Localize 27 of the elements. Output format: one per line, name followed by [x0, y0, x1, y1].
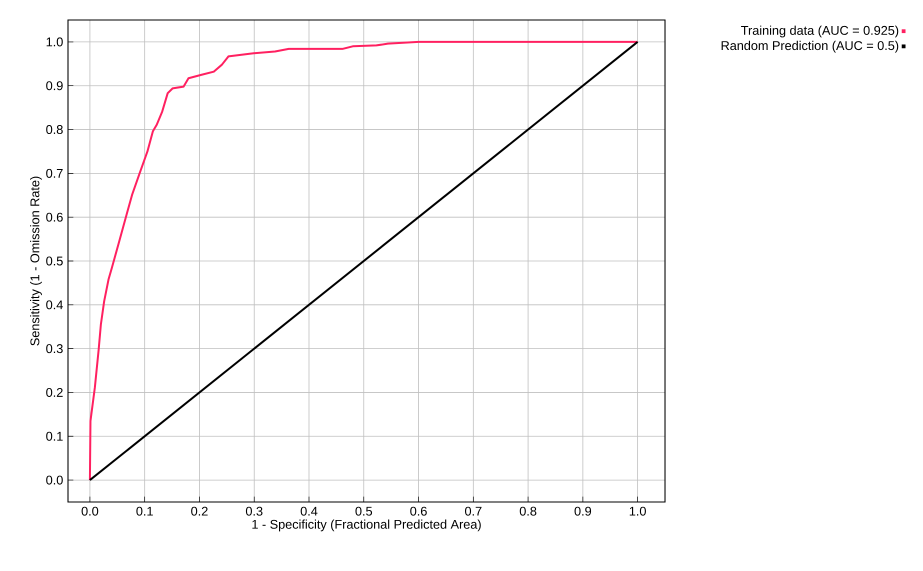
y-tick-label: 0.9 — [46, 81, 63, 90]
x-tick-label: 0.4 — [300, 506, 318, 516]
x-tick-label: 0.0 — [82, 506, 98, 516]
y-tick-label: 0.3 — [46, 344, 63, 354]
x-tick-label: 0.6 — [410, 506, 427, 516]
legend-label: Random Prediction (AUC = 0.5) — [722, 40, 898, 53]
x-tick-label: 0.3 — [246, 506, 262, 516]
y-tick-label: 0.6 — [46, 212, 63, 222]
y-tick-label: 0.4 — [46, 300, 63, 310]
x-tick-label: 0.8 — [520, 506, 536, 516]
x-tick-label: 1.0 — [630, 506, 646, 516]
y-tick-label: 1.0 — [46, 37, 63, 46]
x-axis-title: 1 - Specificity (Fractional Predicted Area) — [252, 520, 481, 532]
x-tick-label: 0.1 — [136, 506, 153, 516]
y-tick-label: 0.0 — [46, 476, 63, 485]
y-tick-label: 0.2 — [46, 388, 63, 397]
line-series — [88, 40, 639, 482]
x-tick-label: 0.9 — [574, 506, 592, 516]
y-tick-label: 0.7 — [46, 168, 63, 178]
legend-label: Training data (AUC = 0.925) — [741, 26, 898, 38]
x-tick-label: 0.7 — [465, 506, 482, 516]
x-tick-label: 0.2 — [191, 506, 208, 516]
y-tick-label: 0.8 — [46, 125, 63, 134]
x-tick-label: 0.5 — [355, 506, 372, 516]
y-tick-label: 0.5 — [46, 256, 63, 266]
y-tick-label: 0.1 — [46, 432, 63, 441]
y-axis-title: Sensitivity (1 - Omission Rate) — [30, 176, 42, 346]
